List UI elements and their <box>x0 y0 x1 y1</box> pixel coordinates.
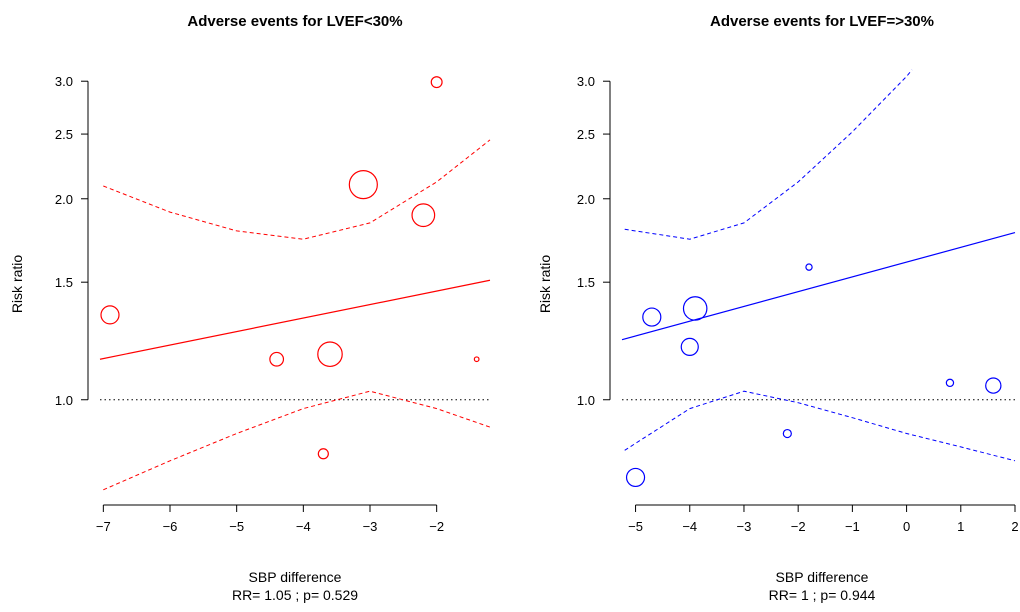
study-point <box>269 351 285 367</box>
y-tick-label: 2.0 <box>55 192 73 207</box>
study-point <box>430 76 443 89</box>
study-point <box>100 305 120 325</box>
study-point <box>317 341 343 368</box>
x-axis-label: SBP difference <box>249 569 342 585</box>
chart-panel-lvef-below-30: Adverse events for LVEF<30% SBP differen… <box>9 13 491 603</box>
study-point <box>782 428 792 439</box>
study-point <box>625 467 646 488</box>
x-tick-label: 2 <box>1011 519 1018 534</box>
x-tick-label: −4 <box>682 519 697 534</box>
study-point <box>348 170 378 200</box>
y-tick-label: 1.5 <box>55 275 73 290</box>
y-tick-label: 2.5 <box>55 127 73 142</box>
x-tick-label: −4 <box>296 519 311 534</box>
x-tick-label: −7 <box>96 519 111 534</box>
study-point <box>985 377 1002 394</box>
x-tick-label: −3 <box>737 519 752 534</box>
x-tick-label: 1 <box>957 519 964 534</box>
y-tick-label: 2.0 <box>577 192 595 207</box>
ci-lower-line <box>103 390 491 491</box>
y-tick-label: 1.0 <box>577 393 595 408</box>
study-point <box>642 307 662 327</box>
y-tick-label: 1.5 <box>577 275 595 290</box>
x-tick-label: −5 <box>229 519 244 534</box>
x-tick-label: −1 <box>845 519 860 534</box>
x-tick-label: −6 <box>163 519 178 534</box>
study-point <box>680 337 699 356</box>
regression-line <box>99 279 491 360</box>
ci-upper-line <box>103 139 491 240</box>
x-tick-label: −5 <box>628 519 643 534</box>
regression-line <box>621 231 1016 341</box>
footnote: RR= 1.05 ; p= 0.529 <box>232 587 358 603</box>
ci-lower-line <box>624 390 1016 462</box>
study-point <box>805 263 813 271</box>
chart-title: Adverse events for LVEF=>30% <box>710 13 934 30</box>
y-axis-label: Risk ratio <box>9 255 25 314</box>
chart-title: Adverse events for LVEF<30% <box>187 13 402 30</box>
y-tick-label: 2.5 <box>577 127 595 142</box>
x-tick-label: −2 <box>429 519 444 534</box>
study-point <box>473 356 480 363</box>
chart-panel-lvef-30-or-above: Adverse events for LVEF=>30% SBP differe… <box>537 13 1019 603</box>
x-tick-label: −2 <box>791 519 806 534</box>
x-tick-label: 0 <box>903 519 910 534</box>
x-axis-label: SBP difference <box>776 569 869 585</box>
study-point <box>945 378 955 388</box>
y-tick-label: 1.0 <box>55 393 73 408</box>
study-point <box>317 448 329 460</box>
study-point <box>411 203 436 228</box>
y-tick-label: 3.0 <box>577 74 595 89</box>
y-axis-label: Risk ratio <box>537 255 553 314</box>
footnote: RR= 1 ; p= 0.944 <box>769 587 876 603</box>
x-tick-label: −3 <box>363 519 378 534</box>
study-point <box>682 296 708 321</box>
y-tick-label: 3.0 <box>55 74 73 89</box>
ci-upper-line <box>624 69 913 240</box>
